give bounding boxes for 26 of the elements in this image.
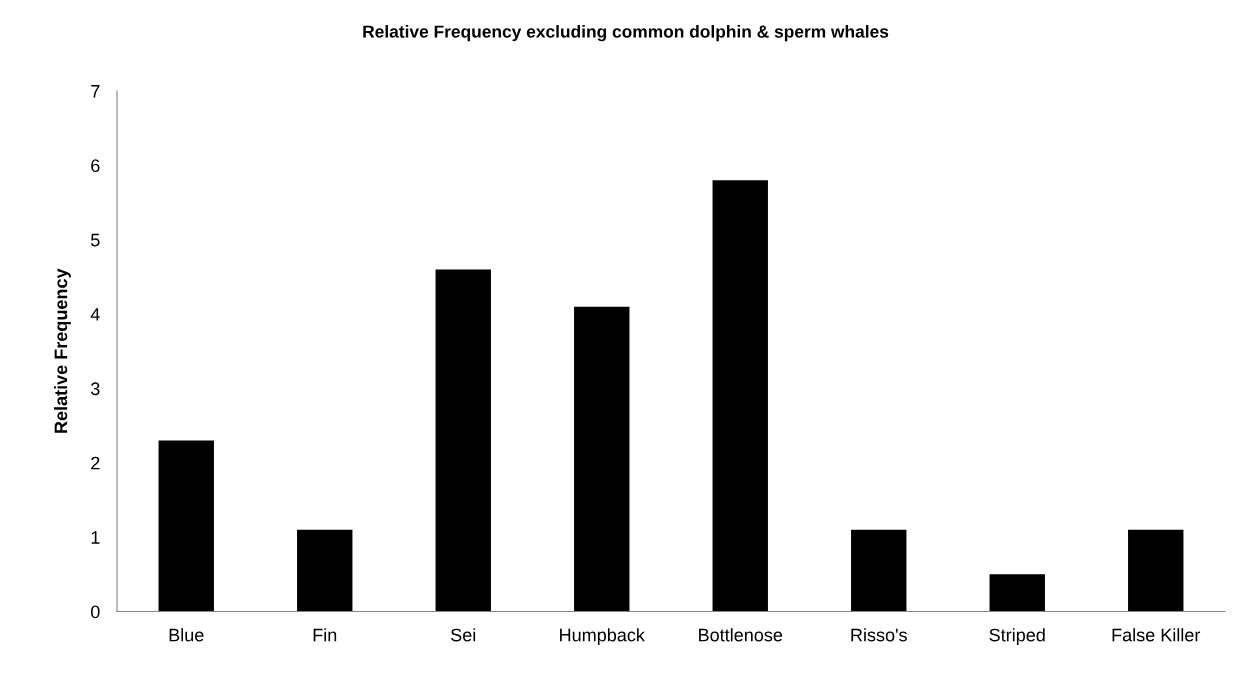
chart-title: Relative Frequency excluding common dolphin & sperm whales	[363, 25, 889, 42]
y-tick-label: 3	[90, 382, 100, 396]
x-tick-label: Sei	[451, 628, 476, 642]
x-tick-label: Bottlenose	[699, 628, 783, 642]
bar	[158, 440, 214, 612]
y-tick-label: 5	[91, 233, 100, 247]
bar	[1128, 529, 1184, 612]
bar	[989, 574, 1045, 612]
x-tick-label: Blue	[169, 628, 204, 642]
y-tick-label: 4	[90, 308, 100, 321]
x-tick-label: Striped	[989, 628, 1045, 645]
bar	[435, 269, 491, 612]
bar	[574, 306, 630, 612]
y-axis-title: Relative Frequency	[54, 268, 71, 433]
bar	[851, 529, 907, 612]
bar	[712, 180, 768, 612]
x-tick-label: Risso's	[851, 628, 907, 642]
x-tick-label: False Killer	[1112, 628, 1201, 642]
y-tick-label: 7	[91, 85, 100, 98]
y-tick-label: 6	[91, 159, 100, 173]
y-tick-label: 2	[91, 456, 100, 470]
x-tick-label: Humpback	[560, 628, 645, 645]
y-tick-label: 0	[91, 605, 100, 619]
x-tick-label: Fin	[313, 628, 337, 642]
y-tick-label: 1	[91, 531, 100, 544]
bar	[297, 529, 353, 612]
